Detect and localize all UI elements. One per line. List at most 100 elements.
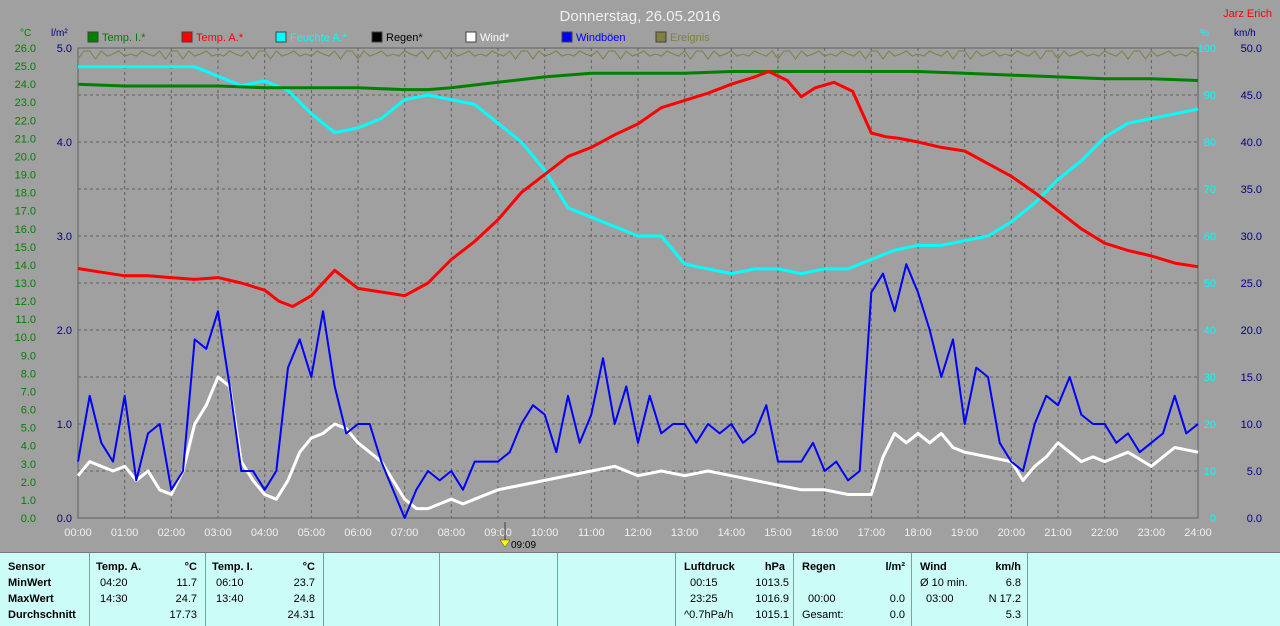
temp-i-avg-value: 24.31 xyxy=(287,609,315,621)
rain-axis-unit: l/m² xyxy=(51,28,68,39)
time-tick-label: 07:00 xyxy=(391,527,419,539)
humidity-tick-label: 0 xyxy=(1210,513,1216,525)
time-tick-label: 06:00 xyxy=(344,527,372,539)
temp-tick-label: 21.0 xyxy=(15,133,36,145)
time-tick-label: 13:00 xyxy=(671,527,699,539)
temp-tick-label: 10.0 xyxy=(15,332,36,344)
legend-swatch xyxy=(275,31,287,43)
series-line-wind xyxy=(76,375,1199,511)
time-tick-label: 12:00 xyxy=(624,527,652,539)
legend-label: Temp. A.* xyxy=(196,32,244,44)
humidity-tick-label: 10 xyxy=(1204,466,1216,478)
temp-a-max-time: 14:30 xyxy=(100,593,128,605)
time-tick-label: 21:00 xyxy=(1044,527,1072,539)
wind-avg-value: 6.8 xyxy=(1005,577,1021,589)
time-tick-label: 11:00 xyxy=(578,527,605,539)
time-tick-label: 09:00 xyxy=(484,527,512,539)
temp-i-unit: °C xyxy=(302,561,315,573)
wind-axis-ticks: 0.0 5.0 10.0 15.0 20.0 25.0 30.0 35.0 40.0 45.0 50… xyxy=(1241,43,1262,525)
time-marker-label: 09:09 xyxy=(511,540,536,551)
legend-label: Feuchte A.* xyxy=(290,32,348,44)
rain-tick-label: 4.0 xyxy=(57,137,72,149)
legend-swatch xyxy=(371,31,383,43)
humidity-tick-label: 20 xyxy=(1204,419,1216,431)
time-axis-ticks: 00:00 01:00 02:00 03:00 04:00 05:00 06:00 07:00… xyxy=(64,527,1212,539)
wind-tick-label: 40.0 xyxy=(1241,137,1262,149)
series-line-feuchte-a xyxy=(78,65,1199,276)
time-tick-label: 14:00 xyxy=(718,527,746,539)
temp-tick-label: 18.0 xyxy=(15,188,36,200)
wind-avg-label: Ø 10 min. xyxy=(920,577,968,589)
temp-i-max-value: 24.8 xyxy=(293,593,315,605)
time-tick-label: 05:00 xyxy=(298,527,326,539)
pressure-trend-label: ^0.7hPa/h xyxy=(684,609,734,621)
rain-tick-label: 1.0 xyxy=(57,419,72,431)
chart-title: Donnerstag, 26.05.2016 xyxy=(560,8,721,25)
wind-axis-unit: km/h xyxy=(1234,28,1256,39)
author-label: Jarz Erich xyxy=(1223,8,1272,20)
wind-header: Wind xyxy=(920,561,947,573)
temp-tick-label: 26.0 xyxy=(15,43,36,55)
legend-label: Regen* xyxy=(386,32,423,44)
temp-tick-label: 3.0 xyxy=(21,459,36,471)
pressure-column: Luftdruck hPa 00:15 1013.5 23:25 1016.9 … xyxy=(676,553,794,626)
rain-header: Regen xyxy=(802,561,836,573)
time-marker-icon xyxy=(499,539,511,548)
time-tick-label: 16:00 xyxy=(811,527,839,539)
temp-tick-label: 16.0 xyxy=(15,224,36,236)
series-line-temp-i xyxy=(77,70,1199,92)
time-tick-label: 18:00 xyxy=(904,527,932,539)
empty-column-1 xyxy=(324,553,440,626)
grid xyxy=(78,48,1198,518)
legend-swatch xyxy=(87,31,99,43)
temp-tick-label: 4.0 xyxy=(21,441,36,453)
wind-tick-label: 10.0 xyxy=(1241,419,1262,431)
rain-unit: l/m² xyxy=(885,561,905,573)
temp-a-min-time: 04:20 xyxy=(100,577,128,589)
humidity-axis-unit: % xyxy=(1200,28,1209,39)
temp-tick-label: 1.0 xyxy=(21,495,36,507)
temp-a-avg-value: 17.73 xyxy=(169,609,197,621)
wind-tick-label: 35.0 xyxy=(1241,184,1262,196)
humidity-tick-label: 90 xyxy=(1204,90,1216,102)
wind-tick-label: 45.0 xyxy=(1241,90,1262,102)
wind-tick-label: 5.0 xyxy=(1247,466,1262,478)
legend-swatch xyxy=(655,31,667,43)
legend: Temp. I.* Temp. A.* Feuchte A.* Regen* Wind*… xyxy=(87,31,710,44)
temp-tick-label: 19.0 xyxy=(15,170,36,182)
time-tick-label: 17:00 xyxy=(858,527,886,539)
max-row-label: MaxWert xyxy=(8,593,54,605)
humidity-axis-ticks: 0 10 20 30 40 50 60 70 80 90 100 xyxy=(1198,43,1216,525)
pressure-header: Luftdruck xyxy=(684,561,735,573)
temp-i-column: Temp. I. °C 06:10 23.7 13:40 24.8 24.31 xyxy=(206,553,324,626)
temp-i-max-time: 13:40 xyxy=(216,593,244,605)
temp-tick-label: 24.0 xyxy=(15,79,36,91)
avg-row-label: Durchschnitt xyxy=(8,609,76,621)
pressure-trend-value: 1015.1 xyxy=(755,609,789,621)
time-tick-label: 02:00 xyxy=(158,527,186,539)
temp-a-min-value: 11.7 xyxy=(176,577,197,589)
temp-tick-label: 13.0 xyxy=(15,278,36,290)
sensor-header: Sensor xyxy=(8,561,46,573)
rain-total-label: Gesamt: xyxy=(802,609,844,621)
temp-tick-label: 9.0 xyxy=(21,350,36,362)
temp-tick-label: 0.0 xyxy=(21,513,36,525)
rain-axis-ticks: 0.0 1.0 2.0 3.0 4.0 5.0 xyxy=(57,43,72,525)
time-tick-label: 08:00 xyxy=(438,527,466,539)
rain-time: 00:00 xyxy=(808,593,836,605)
wind-max-time: 03:00 xyxy=(926,593,954,605)
time-tick-label: 15:00 xyxy=(764,527,792,539)
humidity-tick-label: 30 xyxy=(1204,372,1216,384)
sensor-column: Sensor MinWert MaxWert Durchschnitt xyxy=(0,553,90,626)
temp-tick-label: 12.0 xyxy=(15,296,36,308)
min-row-label: MinWert xyxy=(8,577,52,589)
time-tick-label: 04:00 xyxy=(251,527,279,539)
wind-unit: km/h xyxy=(995,561,1021,573)
temp-tick-label: 6.0 xyxy=(21,405,36,417)
legend-swatch xyxy=(181,31,193,43)
legend-swatch xyxy=(561,31,573,43)
pressure-min-value: 1013.5 xyxy=(755,577,789,589)
wind-tick-label: 0.0 xyxy=(1247,513,1262,525)
humidity-tick-label: 60 xyxy=(1204,231,1216,243)
series-line-temp-a xyxy=(77,70,1199,308)
